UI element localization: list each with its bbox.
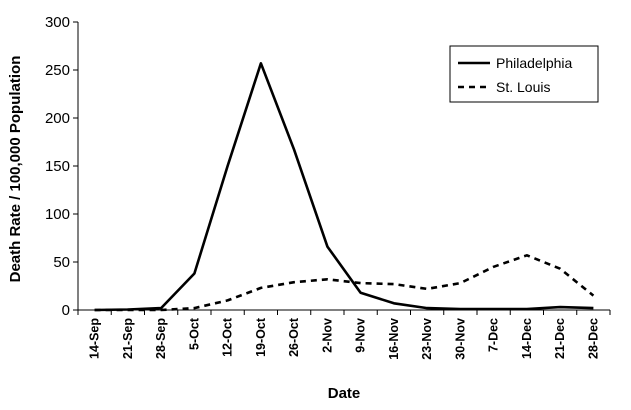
y-tick-label: 150 bbox=[45, 158, 70, 175]
x-tick-label: 28-Sep bbox=[154, 318, 168, 359]
x-tick-label: 5-Oct bbox=[187, 317, 201, 350]
x-tick-label: 14-Dec bbox=[520, 318, 534, 359]
legend-label: Philadelphia bbox=[496, 55, 572, 71]
x-tick-label: 9-Nov bbox=[354, 318, 368, 353]
series-line-st-louis bbox=[94, 254, 595, 312]
y-tick-label: 300 bbox=[45, 14, 70, 31]
series-lines bbox=[94, 61, 595, 312]
series-line-philadelphia bbox=[94, 61, 594, 312]
x-tick-label: 12-Oct bbox=[221, 317, 235, 357]
x-axis-ticks: 14-Sep 21-Sep 28-Sep 5-Oct 12-Oct 19-Oct 26-Oc… bbox=[77, 310, 611, 360]
legend-label: St. Louis bbox=[496, 79, 550, 95]
legend-box bbox=[449, 45, 599, 103]
x-tick-label: 21-Dec bbox=[553, 318, 567, 359]
x-tick-label: 2-Nov bbox=[320, 318, 334, 353]
x-tick-label: 23-Nov bbox=[420, 318, 434, 360]
x-axis-title: Date bbox=[328, 385, 361, 402]
x-tick-label: 7-Dec bbox=[487, 318, 501, 352]
y-tick-label: 100 bbox=[45, 206, 70, 223]
x-tick-label: 26-Oct bbox=[287, 317, 301, 357]
legend: Philadelphia St. Louis bbox=[449, 45, 599, 103]
y-axis-ticks: 0 50 100 150 200 250 300 bbox=[45, 14, 78, 319]
y-axis-title: Death Rate / 100,000 Population bbox=[7, 56, 24, 283]
x-tick-label: 21-Sep bbox=[121, 318, 135, 359]
x-tick-label: 14-Sep bbox=[88, 318, 102, 359]
x-tick-label: 16-Nov bbox=[387, 318, 401, 360]
y-tick-label: 50 bbox=[53, 254, 70, 271]
y-tick-label: 0 bbox=[62, 302, 70, 319]
x-tick-label: 19-Oct bbox=[254, 317, 268, 357]
x-tick-label: 28-Dec bbox=[586, 318, 600, 359]
y-tick-label: 200 bbox=[45, 110, 70, 127]
y-tick-label: 250 bbox=[45, 62, 70, 79]
x-tick-label: 30-Nov bbox=[453, 318, 467, 360]
